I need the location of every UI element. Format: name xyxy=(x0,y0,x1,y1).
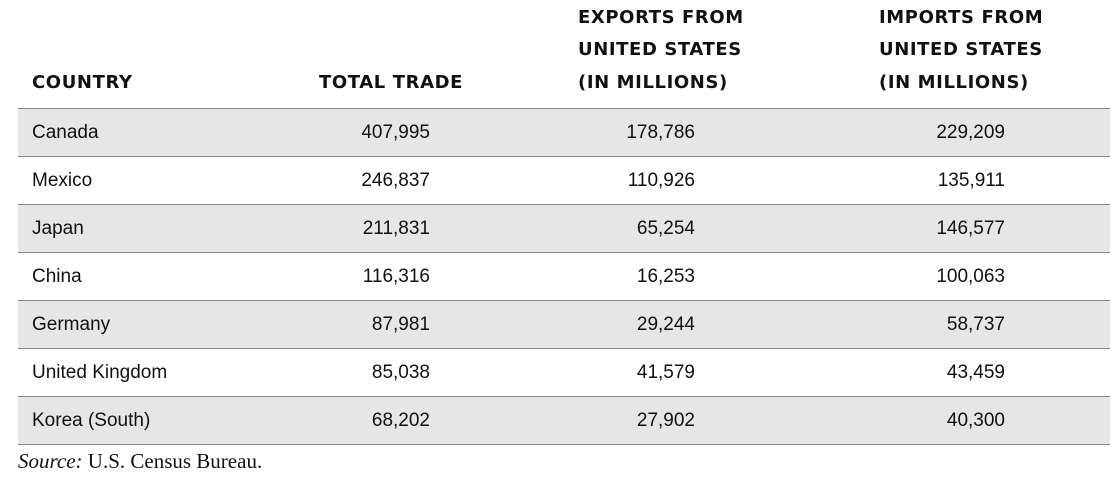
cell-exports: 110,926 xyxy=(627,170,695,191)
cell-imports: 229,209 xyxy=(936,122,1005,143)
cell-imports: 135,911 xyxy=(937,170,1005,191)
cell-imports: 43,459 xyxy=(946,362,1005,383)
table-row: Japan 211,831 65,254 146,577 xyxy=(18,205,1110,253)
table-row: China 116,316 16,253 100,063 xyxy=(18,253,1110,301)
cell-imports: 58,737 xyxy=(946,314,1005,335)
table-header: COUNTRY TOTAL TRADE EXPORTS FROM UNITED … xyxy=(18,0,1110,109)
cell-total-trade: 211,831 xyxy=(362,218,430,239)
cell-total-trade: 68,202 xyxy=(371,410,430,431)
cell-imports: 100,063 xyxy=(936,266,1005,287)
source-text: U.S. Census Bureau. xyxy=(87,449,263,473)
cell-country: Korea (South) xyxy=(32,410,151,431)
cell-country: United Kingdom xyxy=(32,362,168,383)
cell-total-trade: 246,837 xyxy=(361,170,430,191)
cell-total-trade: 87,981 xyxy=(371,314,430,335)
cell-exports: 41,579 xyxy=(636,362,695,383)
cell-country: Germany xyxy=(32,314,111,335)
header-exports: EXPORTS FROM UNITED STATES (IN MILLIONS) xyxy=(578,6,744,93)
cell-total-trade: 407,995 xyxy=(361,122,430,143)
trade-table: COUNTRY TOTAL TRADE EXPORTS FROM UNITED … xyxy=(18,0,1110,445)
table-row: Korea (South) 68,202 27,902 40,300 xyxy=(18,397,1110,445)
cell-exports: 27,902 xyxy=(636,410,695,431)
table-row: Canada 407,995 178,786 229,209 xyxy=(18,109,1110,157)
table-row: United Kingdom 85,038 41,579 43,459 xyxy=(18,349,1110,397)
cell-exports: 65,254 xyxy=(636,218,695,239)
cell-imports: 40,300 xyxy=(946,410,1005,431)
cell-country: Mexico xyxy=(32,170,93,191)
cell-imports: 146,577 xyxy=(936,218,1005,239)
header-country: COUNTRY xyxy=(32,71,133,93)
header-imports: IMPORTS FROM UNITED STATES (IN MILLIONS) xyxy=(879,6,1044,93)
cell-exports: 29,244 xyxy=(636,314,695,335)
table-row: Mexico 246,837 110,926 135,911 xyxy=(18,157,1110,205)
table-row: Germany 87,981 29,244 58,737 xyxy=(18,301,1110,349)
cell-exports: 178,786 xyxy=(626,122,695,143)
source-note: Source: U.S. Census Bureau. xyxy=(18,449,262,474)
header-total-trade: TOTAL TRADE xyxy=(319,71,464,93)
table-body: Canada 407,995 178,786 229,209 Mexico 246,837… xyxy=(18,109,1110,445)
source-label: Source: xyxy=(18,449,83,473)
cell-exports: 16,253 xyxy=(636,266,695,287)
cell-country: Japan xyxy=(32,218,84,239)
cell-country: Canada xyxy=(32,122,99,143)
cell-country: China xyxy=(32,266,82,287)
cell-total-trade: 116,316 xyxy=(362,266,430,287)
cell-total-trade: 85,038 xyxy=(371,362,430,383)
